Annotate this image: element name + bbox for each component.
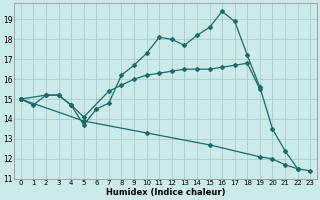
X-axis label: Humidex (Indice chaleur): Humidex (Indice chaleur)	[106, 188, 225, 197]
